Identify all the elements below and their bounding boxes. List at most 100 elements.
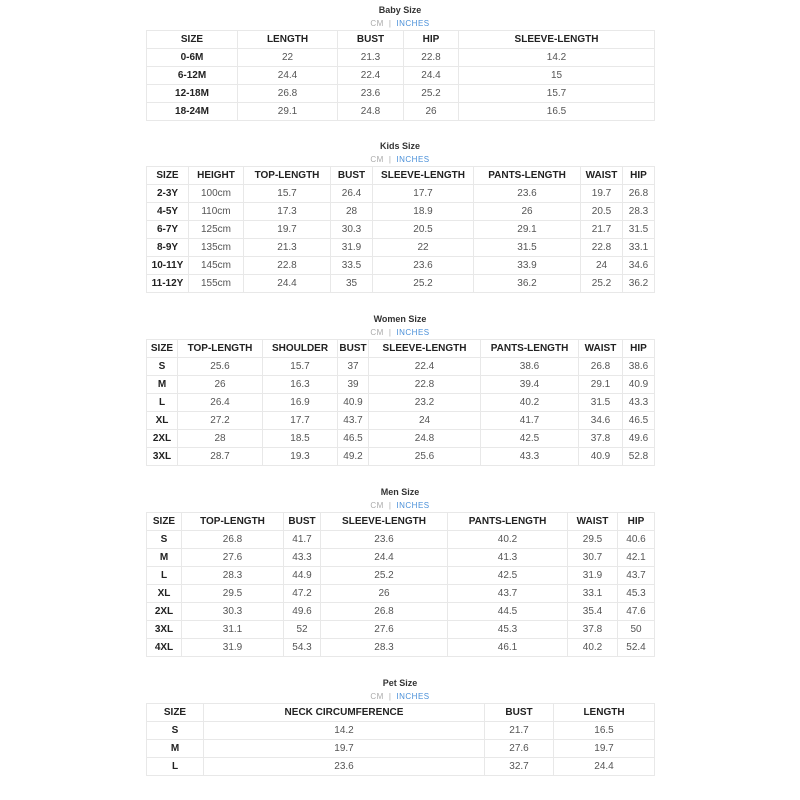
kids-size-table: SIZE HEIGHT TOP-LENGTH BUST SLEEVE-LENGTH PAN…: [146, 166, 655, 293]
size-label-cell: 18-24M: [146, 102, 238, 121]
measurement-cell: 29.5: [567, 530, 618, 549]
measurement-cell: 25.2: [372, 274, 474, 293]
measurement-cell: 35: [330, 274, 373, 293]
measurement-cell: 31.5: [473, 238, 581, 257]
pet-size-table: SIZE NECK CIRCUMFERENCE BUST LENGTH S 14.2 21.…: [146, 703, 655, 776]
table-row: 2-3Y 100cm 15.7 26.4 17.7 23.6 19.7 26.8: [146, 184, 655, 203]
unit-cm-link[interactable]: CM: [370, 155, 384, 164]
size-label-cell: XL: [146, 411, 178, 430]
table-header-row: SIZE NECK CIRCUMFERENCE BUST LENGTH: [146, 703, 655, 722]
measurement-cell: 45.3: [447, 620, 568, 639]
measurement-cell: 145cm: [188, 256, 244, 275]
column-header: SLEEVE-LENGTH: [458, 30, 655, 49]
table-header-row: SIZE TOP-LENGTH BUST SLEEVE-LENGTH PANTS-LEN…: [146, 512, 655, 531]
measurement-cell: 19.7: [580, 184, 623, 203]
unit-inches-link[interactable]: INCHES: [396, 692, 430, 701]
baby-size-table: SIZE LENGTH BUST HIP SLEEVE-LENGTH 0-6M 22 21.3…: [146, 30, 655, 121]
size-label-cell: 0-6M: [146, 48, 238, 67]
measurement-cell: 24.4: [237, 66, 338, 85]
unit-cm-link[interactable]: CM: [370, 19, 384, 28]
size-label-cell: L: [146, 393, 178, 412]
measurement-cell: 15.7: [262, 357, 338, 376]
measurement-cell: 41.7: [480, 411, 579, 430]
measurement-cell: 50: [617, 620, 655, 639]
unit-inches-link[interactable]: INCHES: [396, 501, 430, 510]
measurement-cell: 23.6: [337, 84, 404, 103]
measurement-cell: 39: [337, 375, 369, 394]
measurement-cell: 19.7: [203, 739, 485, 758]
measurement-cell: 31.9: [330, 238, 373, 257]
unit-cm-link[interactable]: CM: [370, 692, 384, 701]
size-label-cell: 4-5Y: [146, 202, 189, 221]
measurement-cell: 30.7: [567, 548, 618, 567]
measurement-cell: 27.2: [177, 411, 263, 430]
size-label-cell: 2XL: [146, 602, 182, 621]
measurement-cell: 18.9: [372, 202, 474, 221]
section-title: Kids Size: [379, 141, 420, 151]
measurement-cell: 26.4: [177, 393, 263, 412]
measurement-cell: 29.1: [578, 375, 623, 394]
measurement-cell: 47.6: [617, 602, 655, 621]
measurement-cell: 25.6: [368, 447, 481, 466]
unit-inches-link[interactable]: INCHES: [396, 155, 430, 164]
measurement-cell: 52.4: [617, 638, 655, 657]
pet-size-section: Pet Size CM | INCHES SIZE NECK CIRCUMFERENC…: [146, 675, 655, 776]
measurement-cell: 31.5: [622, 220, 655, 239]
measurement-cell: 17.3: [243, 202, 331, 221]
measurement-cell: 25.2: [580, 274, 623, 293]
table-row: M 19.7 27.6 19.7: [146, 739, 655, 758]
measurement-cell: 25.6: [177, 357, 263, 376]
column-header: WAIST: [580, 166, 623, 185]
unit-inches-link[interactable]: INCHES: [396, 19, 430, 28]
measurement-cell: 24.4: [553, 757, 655, 776]
table-row: L 26.4 16.9 40.9 23.2 40.2 31.5 43.3: [146, 393, 655, 412]
measurement-cell: 29.1: [473, 220, 581, 239]
column-header: WAIST: [578, 339, 623, 358]
table-header-row: SIZE LENGTH BUST HIP SLEEVE-LENGTH: [146, 30, 655, 49]
measurement-cell: 22: [237, 48, 338, 67]
measurement-cell: 41.3: [447, 548, 568, 567]
measurement-cell: 21.7: [580, 220, 623, 239]
measurement-cell: 37.8: [567, 620, 618, 639]
measurement-cell: 125cm: [188, 220, 244, 239]
unit-separator: |: [388, 501, 392, 510]
measurement-cell: 33.9: [473, 256, 581, 275]
measurement-cell: 26.8: [181, 530, 284, 549]
section-title: Baby Size: [378, 5, 422, 15]
measurement-cell: 43.7: [337, 411, 369, 430]
unit-separator: |: [388, 155, 392, 164]
measurement-cell: 40.9: [578, 447, 623, 466]
column-header: SIZE: [146, 166, 189, 185]
measurement-cell: 28.3: [320, 638, 448, 657]
unit-cm-link[interactable]: CM: [370, 501, 384, 510]
table-row: S 25.6 15.7 37 22.4 38.6 26.8 38.6: [146, 357, 655, 376]
unit-toggle: CM | INCHES: [146, 327, 654, 339]
measurement-cell: 20.5: [372, 220, 474, 239]
column-header: BUST: [484, 703, 554, 722]
section-title: Women Size: [373, 314, 427, 324]
size-label-cell: 2XL: [146, 429, 178, 448]
column-header: SIZE: [146, 512, 182, 531]
measurement-cell: 52: [283, 620, 321, 639]
table-row: XL 29.5 47.2 26 43.7 33.1 45.3: [146, 584, 655, 603]
unit-toggle: CM | INCHES: [146, 154, 654, 166]
size-label-cell: L: [146, 566, 182, 585]
unit-cm-link[interactable]: CM: [370, 328, 384, 337]
measurement-cell: 41.7: [283, 530, 321, 549]
size-label-cell: XL: [146, 584, 182, 603]
measurement-cell: 34.6: [622, 256, 655, 275]
measurement-cell: 17.7: [372, 184, 474, 203]
size-label-cell: 11-12Y: [146, 274, 189, 293]
column-header: LENGTH: [237, 30, 338, 49]
measurement-cell: 54.3: [283, 638, 321, 657]
measurement-cell: 27.6: [484, 739, 554, 758]
section-title: Pet Size: [382, 678, 418, 688]
column-header: TOP-LENGTH: [243, 166, 331, 185]
measurement-cell: 100cm: [188, 184, 244, 203]
unit-inches-link[interactable]: INCHES: [396, 328, 430, 337]
men-size-table: SIZE TOP-LENGTH BUST SLEEVE-LENGTH PANTS-LEN…: [146, 512, 655, 657]
measurement-cell: 45.3: [617, 584, 655, 603]
measurement-cell: 24.8: [368, 429, 481, 448]
measurement-cell: 29.1: [237, 102, 338, 121]
measurement-cell: 22.8: [243, 256, 331, 275]
